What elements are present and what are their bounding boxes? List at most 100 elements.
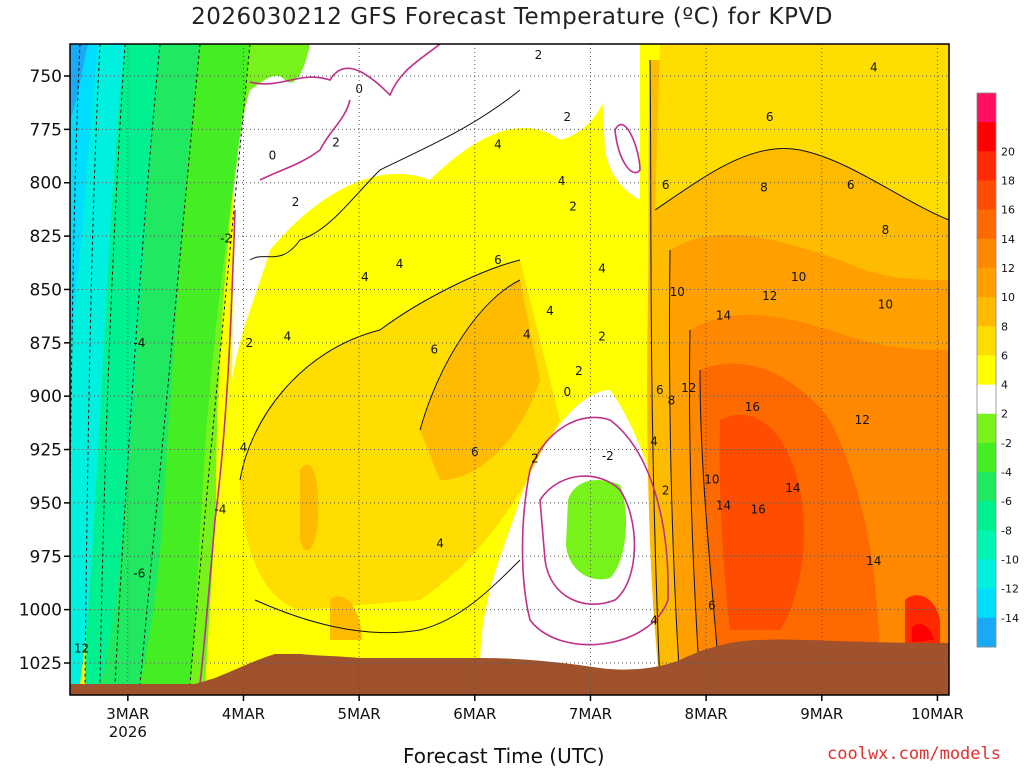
contour-label: 6 [656,383,664,397]
x-tick-sublabel: 2026 [109,723,147,741]
y-tick-label: 1000 [19,601,62,621]
colorbar-segment [977,384,996,415]
contour-label: 2 [332,135,340,149]
band-red-16 [719,414,804,630]
contour-label: 14 [785,481,800,495]
colorbar-segment [977,442,996,473]
x-tick-label: 7MAR [569,705,612,723]
terrain [195,639,949,695]
y-axis: 750 775 800 825 850 875 900 925 950 975 1000 1025 [19,67,70,674]
contour-line [668,249,681,685]
contour-label: 6 [662,178,670,192]
contour-label: 12 [74,641,89,655]
x-tick-label: 4MAR [222,705,265,723]
colorbar-label: -6 [1001,495,1012,508]
contour-label: 2 [598,330,606,344]
contour-label: 2 [292,195,300,209]
contour-label: -2 [602,449,614,463]
y-tick-label: 1025 [19,654,62,674]
y-tick-label: 775 [30,120,62,140]
contour-line [239,259,521,481]
colorbar-label: 14 [1001,233,1015,246]
colorbar-segment [977,122,996,152]
contour-label: 0 [355,82,363,96]
colorbar-label: -2 [1001,437,1012,450]
contour-label: 10 [878,298,893,312]
band-yellow-right [655,44,949,220]
colorbar-label: -10 [1001,554,1019,567]
contour-label: 10 [704,473,719,487]
contour-line [654,148,949,221]
colorbar-segment [977,93,996,123]
contour-label: -4 [214,503,226,517]
contour-label: 8 [882,223,890,237]
colorbar-label: 16 [1001,204,1015,217]
band-orange-6b [330,596,362,640]
contour-label: -4 [133,336,145,350]
contour-label: 10 [791,270,806,284]
colorbar-label: 20 [1001,145,1015,158]
contour-line [249,89,521,261]
colorbar-label: -12 [1001,583,1019,596]
contour-line [699,369,721,685]
contour-label: 2 [245,336,253,350]
contour-label: 10 [670,285,685,299]
contour-line [688,329,701,685]
contour-label: 16 [745,400,760,414]
colorbar: -14 -12 -10 -8 -6 -4 -2 2 4 6 8 10 12 14 16 18 20 [976,92,1019,648]
contour-label: 0 [269,148,277,162]
contour-lines [70,44,949,685]
band-red-20 [912,624,934,642]
zero-isotherms [199,44,669,685]
contour-label: -6 [133,567,145,581]
y-tick-label: 850 [30,280,62,300]
contour-label: 4 [361,270,369,284]
contour-line [99,44,126,685]
colorbar-segment [977,180,996,211]
band-blue-16 [70,44,88,120]
contour-label: 8 [668,394,676,408]
colorbar-segment [977,238,996,269]
contour-label: 14 [866,554,881,568]
contour-line [419,279,521,431]
terrain-left [70,684,200,695]
zero-line [249,44,441,97]
grid [70,44,949,695]
y-tick-label: 875 [30,334,62,354]
contour-label: 4 [650,614,658,628]
zero-line [539,475,636,605]
contour-label: 4 [870,61,878,75]
contour-line [189,44,251,685]
contour-label: 4 [546,304,554,318]
contour-line [84,44,101,685]
contour-label: 2 [531,451,539,465]
y-tick-label: 825 [30,227,62,247]
credit-link[interactable]: coolwx.com/models [827,744,1001,764]
contour-label: 4 [598,261,606,275]
colorbar-frame [976,92,997,648]
contour-label: 6 [847,178,855,192]
contour-label: 4 [558,174,566,188]
colorbar-label: 2 [1001,408,1008,421]
colorbar-label: -4 [1001,466,1012,479]
colorbar-segment [977,559,996,590]
colorbar-segment [977,617,996,648]
colorbar-label: 12 [1001,262,1015,275]
y-tick-label: 925 [30,441,62,461]
contour-label: 2 [575,364,583,378]
contour-label: 16 [751,503,766,517]
contour-label: 4 [396,257,404,271]
colorbar-label: 10 [1001,291,1015,304]
x-tick-label: 9MAR [800,705,843,723]
contour-label: 14 [716,308,731,322]
contour-label: 12 [762,289,777,303]
contour-label: 4 [494,138,502,152]
x-tick-label: 5MAR [338,705,381,723]
contour-line [649,59,661,685]
colorbar-label: -8 [1001,524,1012,537]
band-white-upper [232,44,613,380]
contour-line [70,44,81,501]
